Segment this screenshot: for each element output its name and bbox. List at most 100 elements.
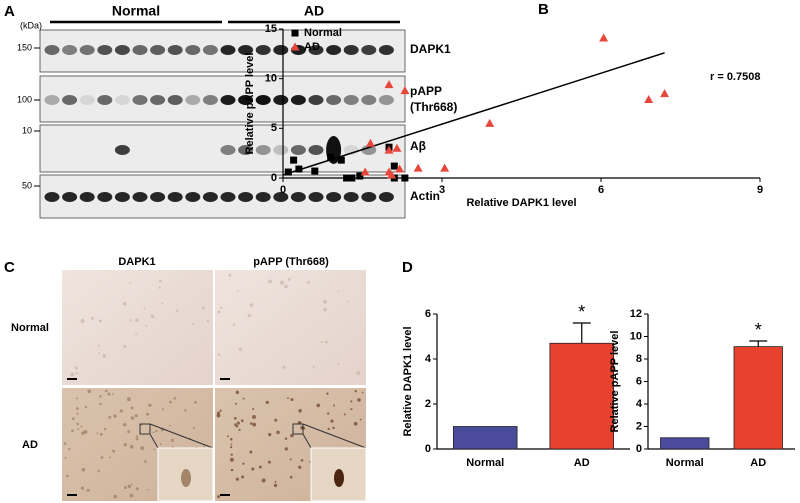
cell (127, 430, 131, 434)
blot-band (378, 95, 394, 105)
cell (113, 414, 117, 418)
point (392, 143, 402, 152)
blot-band (238, 95, 254, 105)
cell (258, 465, 262, 469)
cell (173, 396, 177, 400)
cell (231, 468, 234, 472)
cell (323, 307, 328, 312)
y-tick-label: 5 (271, 122, 277, 134)
cell (169, 400, 172, 404)
x-tick-label: AD (750, 457, 766, 469)
blot-band (79, 95, 95, 105)
cell (217, 310, 221, 314)
cell (109, 456, 111, 459)
cell (298, 465, 302, 469)
scale-bar (67, 378, 77, 380)
cell (234, 423, 237, 426)
blot-band (185, 192, 201, 202)
point (485, 118, 495, 127)
micrograph (215, 270, 366, 385)
blot-band (97, 192, 113, 202)
cell (361, 391, 364, 394)
cell (107, 392, 111, 396)
cell (99, 395, 102, 398)
cell (252, 407, 255, 410)
blot-band (361, 192, 377, 202)
blot-band (238, 192, 254, 202)
marker-label: 100 (17, 94, 32, 104)
cell (140, 424, 143, 426)
y-tick-label: 6 (636, 375, 642, 387)
cell (322, 299, 327, 304)
cell (290, 397, 294, 401)
cell (343, 413, 346, 416)
marker-label: 50 (22, 180, 32, 190)
annotation: r = 0.7508 (710, 71, 760, 83)
significance: * (578, 302, 585, 322)
cell (230, 453, 233, 456)
cell (135, 487, 139, 491)
cell (146, 488, 149, 491)
cell (87, 389, 92, 394)
blot-band (343, 95, 359, 105)
cell (192, 322, 195, 325)
blot-band (79, 192, 95, 202)
cell (158, 286, 161, 289)
blot-band (255, 145, 271, 155)
cell (124, 486, 127, 490)
cell (123, 422, 127, 427)
blot-band (132, 45, 148, 55)
cell (249, 422, 253, 425)
blot-band (132, 192, 148, 202)
cell (299, 421, 302, 424)
blot-band (308, 95, 324, 105)
cell (233, 417, 237, 420)
cell (354, 390, 357, 393)
cell (75, 371, 78, 375)
cell (347, 300, 349, 303)
cell (237, 289, 239, 292)
point (390, 162, 398, 170)
cell (327, 427, 330, 431)
point (401, 174, 409, 182)
cell (316, 403, 321, 408)
blot-band (361, 45, 377, 55)
cell (146, 412, 150, 416)
blot-band (290, 192, 306, 202)
cell (129, 319, 132, 322)
panel-label: A (4, 3, 15, 20)
blot-band (97, 45, 113, 55)
cell (252, 415, 256, 419)
blot-band (255, 95, 271, 105)
blot-band (326, 192, 342, 202)
cell (251, 467, 255, 471)
group-label: AD (304, 3, 324, 19)
x-tick-label: 6 (598, 184, 604, 196)
cell (287, 397, 289, 400)
inset-cell (181, 469, 191, 487)
cell (161, 302, 164, 305)
y-tick-label: 12 (630, 308, 642, 320)
cell (276, 430, 280, 435)
cell (75, 407, 79, 410)
point (413, 163, 423, 172)
blot-band (167, 192, 183, 202)
cell (206, 320, 209, 323)
cell (123, 443, 127, 447)
blot-band (238, 45, 254, 55)
blot-band (150, 192, 166, 202)
cell (76, 412, 79, 415)
cell (150, 314, 155, 319)
blot-band (308, 192, 324, 202)
blot-band (290, 145, 306, 155)
cell (113, 494, 118, 499)
point (295, 165, 303, 173)
cell (242, 462, 245, 465)
y-tick-label: 15 (265, 23, 277, 35)
cell (202, 306, 205, 310)
cell (158, 279, 162, 283)
cell (298, 408, 302, 413)
row-header: Normal (11, 322, 49, 334)
point (311, 167, 319, 175)
column-header: DAPK1 (118, 256, 155, 268)
